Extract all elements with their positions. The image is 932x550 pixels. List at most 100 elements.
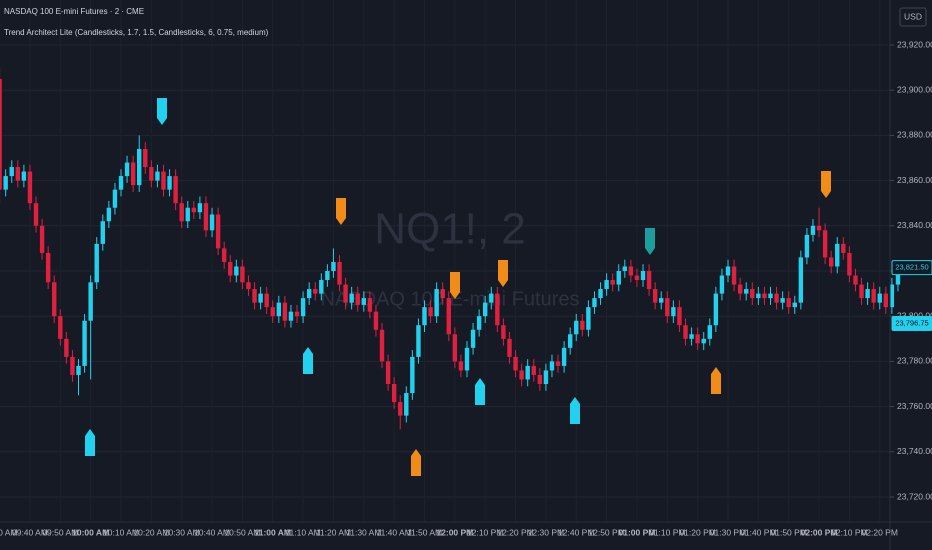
candle-body bbox=[88, 282, 93, 321]
candle-body bbox=[0, 78, 2, 190]
candle-body bbox=[768, 293, 773, 299]
candle-body bbox=[167, 176, 172, 190]
candle-body bbox=[470, 329, 476, 348]
x-tick-label: 12:50 PM bbox=[588, 527, 624, 537]
candle-body bbox=[792, 302, 797, 308]
candle-body bbox=[191, 207, 197, 213]
candle-body bbox=[561, 347, 567, 366]
candle-body bbox=[689, 334, 694, 339]
signal-down bbox=[821, 171, 831, 198]
candle-body bbox=[404, 393, 409, 416]
chart-title: NASDAQ 100 E-mini Futures · 2 · CME bbox=[4, 7, 144, 16]
candle-body bbox=[531, 365, 536, 375]
candle-body bbox=[677, 307, 682, 326]
y-tick-label: 23,720.00 bbox=[897, 491, 932, 501]
candle-body bbox=[586, 307, 591, 330]
x-tick-label: 10:50 AM bbox=[224, 527, 260, 537]
signal-up bbox=[411, 449, 421, 476]
candle-body bbox=[143, 148, 148, 168]
candle-body bbox=[319, 280, 324, 294]
candle-body bbox=[567, 334, 573, 348]
x-tick-label: 02:10 PM bbox=[831, 527, 867, 537]
candle-body bbox=[786, 298, 791, 308]
candle-body bbox=[598, 289, 603, 299]
candle-body bbox=[683, 325, 688, 339]
candle-body bbox=[325, 271, 330, 281]
candle-body bbox=[555, 361, 561, 366]
candle-body bbox=[27, 171, 33, 204]
candle-body bbox=[215, 214, 221, 249]
candle-body bbox=[379, 329, 385, 362]
candle-body bbox=[483, 302, 488, 317]
candle-body bbox=[246, 282, 251, 290]
candle-body bbox=[240, 266, 245, 283]
candle-body bbox=[592, 298, 597, 308]
x-tick-label: 10:40 AM bbox=[194, 527, 230, 537]
x-tick-label: 01:50 PM bbox=[771, 527, 807, 537]
candle-body bbox=[725, 266, 731, 276]
x-tick-label: 11:30 AM bbox=[346, 527, 381, 537]
candle-body bbox=[94, 243, 99, 283]
candle-body bbox=[537, 374, 543, 384]
x-tick-label: 10:30 AM bbox=[164, 527, 200, 537]
candle-body bbox=[610, 280, 615, 285]
signal-down bbox=[450, 272, 460, 299]
x-tick-label: 09:40 AM bbox=[12, 527, 48, 537]
candle-body bbox=[816, 225, 822, 231]
currency-box[interactable] bbox=[899, 7, 927, 27]
candle-body bbox=[804, 234, 810, 258]
signal-up bbox=[303, 347, 313, 374]
candle-body bbox=[398, 402, 403, 416]
candle-body bbox=[52, 282, 57, 317]
candle-body bbox=[179, 203, 184, 222]
y-tick-label: 23,900.00 bbox=[897, 84, 932, 94]
axes: 23,720.00 23,740.00 23,760.00 23,780.00 23,8… bbox=[0, 39, 932, 537]
indicator-label: Trend Architect Lite (Candlesticks, 1.7,… bbox=[4, 28, 269, 37]
candle-body bbox=[422, 307, 427, 326]
x-tick-label: 02:20 PM bbox=[862, 527, 898, 537]
currency[interactable]: USD bbox=[904, 11, 922, 21]
x-tick-label: 01:00 PM bbox=[619, 527, 656, 537]
candle-body bbox=[841, 243, 846, 253]
candle-body bbox=[343, 284, 348, 303]
y-tick-label: 23,800.00 bbox=[897, 310, 932, 320]
candle-body bbox=[580, 320, 585, 330]
candle-body bbox=[750, 289, 755, 299]
candle-body bbox=[822, 230, 828, 258]
candle-body bbox=[300, 298, 306, 317]
candle-body bbox=[464, 347, 470, 371]
candle-body bbox=[731, 266, 737, 285]
candle-body bbox=[9, 167, 14, 177]
candle-body bbox=[883, 293, 889, 308]
candle-body bbox=[489, 293, 494, 303]
candle-body bbox=[70, 356, 75, 375]
signal-down bbox=[336, 198, 346, 225]
candle-body bbox=[58, 316, 63, 339]
candle-body bbox=[416, 325, 421, 357]
candle-body bbox=[525, 365, 530, 380]
candle-body bbox=[331, 261, 336, 271]
x-tick-label: 10:10 AM bbox=[103, 527, 139, 537]
candle-body bbox=[355, 293, 360, 305]
candle-body bbox=[410, 356, 415, 394]
x-tick-label: 12:10 PM bbox=[467, 527, 503, 537]
signals bbox=[85, 98, 831, 476]
candle-body bbox=[130, 162, 136, 186]
candle-body bbox=[513, 356, 518, 371]
candle-body bbox=[15, 167, 21, 181]
candle-body bbox=[203, 203, 209, 231]
signal-up bbox=[85, 429, 95, 456]
candle-body bbox=[701, 338, 706, 344]
candle-body bbox=[646, 271, 652, 290]
candle-body bbox=[780, 298, 785, 303]
signal-up bbox=[475, 378, 485, 405]
candle-body bbox=[306, 289, 312, 299]
x-tick-label: 11:40 AM bbox=[377, 527, 412, 537]
candle-body bbox=[137, 148, 142, 186]
candle-body bbox=[604, 280, 609, 290]
x-tick-label: 11:50 AM bbox=[407, 527, 442, 537]
y-tick-label: 23,880.00 bbox=[897, 130, 932, 140]
candle-body bbox=[458, 361, 464, 371]
candle-body bbox=[859, 284, 864, 299]
